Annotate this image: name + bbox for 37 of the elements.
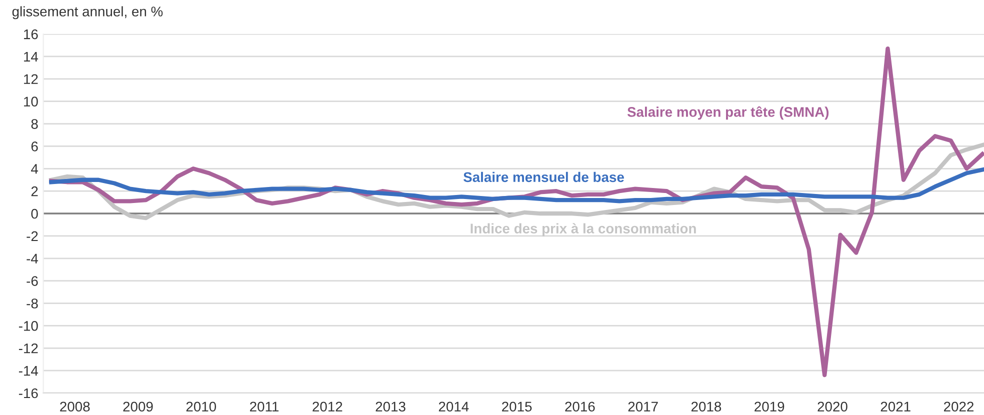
y-tick-label: -16	[18, 388, 38, 398]
x-tick-label: 2015	[502, 402, 532, 412]
x-tick-label: 2020	[818, 402, 848, 412]
y-tick-label: 2	[31, 186, 38, 196]
text: Salaire moyen par tête (SMNA)	[627, 106, 829, 120]
x-tick-label: 2021	[880, 402, 910, 412]
y-tick-label: 8	[31, 119, 38, 129]
x-tick-label: 2018	[691, 402, 722, 412]
y-tick-label: -8	[26, 298, 38, 308]
y-tick-label: -4	[26, 254, 38, 264]
y-tick-label: -12	[18, 343, 38, 354]
x-tick-label: 2022	[944, 402, 974, 412]
y-tick-label: 0	[31, 208, 38, 219]
x-tick-label: 2014	[438, 402, 469, 412]
x-tick-label: 2019	[754, 402, 784, 412]
x-tick-label: 2016	[565, 402, 595, 412]
y-tick-label: 16	[24, 29, 38, 40]
x-tick-label: 2009	[123, 402, 153, 412]
x-tick-label: 2017	[628, 402, 658, 412]
x-tick-label: 2010	[186, 402, 216, 412]
y-tick-label: 10	[24, 96, 38, 107]
y-tick-label: -10	[18, 321, 38, 331]
y-tick-label: -6	[26, 276, 38, 286]
series-label: Indice des prix à la consommation	[470, 223, 696, 236]
y-tick-label: -14	[18, 366, 38, 376]
y-tick-label: -2	[26, 231, 38, 241]
x-tick-label: 2012	[312, 402, 342, 412]
y-tick-label: 6	[31, 142, 38, 152]
x-tick-label: 2011	[250, 402, 279, 412]
series-label: Salaire mensuel de base	[463, 172, 624, 182]
y-tick-label: 4	[31, 164, 38, 174]
x-tick-label: 2008	[60, 402, 90, 412]
x-tick-label: 2013	[376, 402, 406, 412]
line-series	[49, 168, 984, 204]
y-axis-title: glissement annuel, en %	[12, 6, 163, 20]
y-tick-label: 12	[24, 74, 38, 84]
y-tick-label: 14	[24, 52, 38, 62]
